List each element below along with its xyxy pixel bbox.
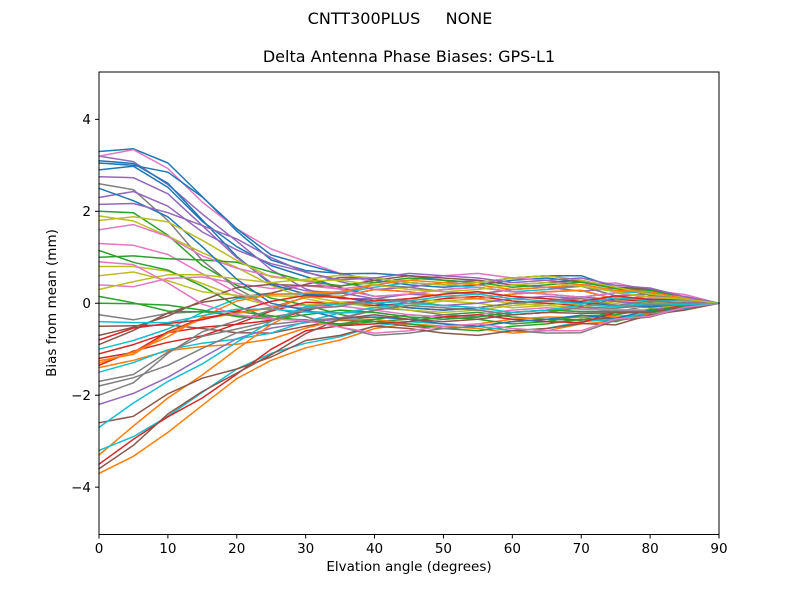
x-tick-label: 20: [228, 541, 245, 557]
series-line: [98, 288, 720, 362]
series-line: [98, 279, 720, 364]
x-tick-label: 70: [573, 541, 590, 557]
y-tick-label: −2: [71, 388, 91, 404]
y-axis-ticks: −4 −2 0 2 4: [71, 112, 99, 496]
x-tick-label: 90: [710, 541, 727, 557]
series-line: [98, 261, 720, 334]
series-line: [98, 302, 720, 387]
series-line: [98, 302, 720, 452]
figure-title: CNTT300PLUS NONE: [307, 9, 493, 28]
y-tick-label: 4: [82, 112, 91, 128]
x-axis-label: Elvation angle (degrees): [326, 559, 492, 575]
series-lines: [98, 148, 720, 475]
x-tick-label: 10: [159, 541, 176, 557]
series-line: [98, 216, 720, 305]
series-line: [98, 273, 720, 305]
y-tick-label: 0: [82, 296, 91, 312]
chart-title: Delta Antenna Phase Biases: GPS-L1: [262, 47, 556, 66]
x-axis-ticks: 0 10 20 30 40 50 60 70 80 90: [95, 534, 728, 557]
series-line: [98, 255, 720, 305]
x-tick-label: 40: [366, 541, 383, 557]
series-line: [98, 223, 720, 305]
series-line: [98, 297, 720, 383]
series-line: [98, 302, 720, 470]
x-tick-label: 60: [504, 541, 521, 557]
x-tick-label: 80: [642, 541, 659, 557]
x-tick-label: 50: [435, 541, 452, 557]
series-line: [98, 302, 720, 424]
series-line: [98, 302, 720, 321]
series-line: [98, 202, 720, 305]
y-axis-label: Bias from mean (mm): [44, 229, 60, 377]
x-tick-label: 30: [297, 541, 314, 557]
series-line: [98, 302, 720, 324]
y-tick-label: −4: [71, 480, 91, 496]
x-tick-label: 0: [95, 541, 104, 557]
series-line: [98, 291, 720, 341]
y-tick-label: 2: [82, 204, 91, 220]
series-line: [98, 242, 720, 318]
series-line: [98, 249, 720, 332]
